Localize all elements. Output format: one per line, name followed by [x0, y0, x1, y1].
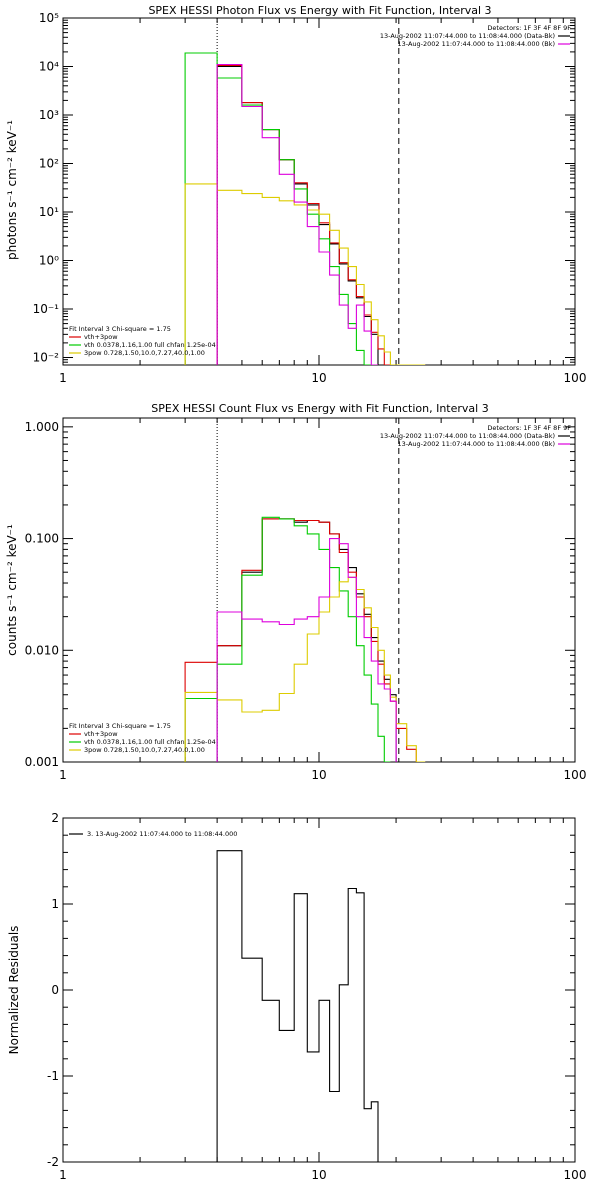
photon-flux-title: SPEX HESSI Photon Flux vs Energy with Fi… [148, 4, 491, 17]
legend-top-entry: Detectors: 1F 3F 4F 8F 9F [487, 24, 571, 32]
legend-bottom-entry: 3pow 0.728,1.50,10.0,7.27,40.0,1.00 [84, 746, 205, 754]
series-line-4 [216, 63, 378, 365]
x-tick-label: 100 [564, 371, 587, 385]
plot-frame [62, 417, 576, 763]
series-line-4 [216, 538, 397, 762]
series-line-0 [216, 65, 379, 365]
photon-flux-ylabel: photons s⁻¹ cm⁻² keV⁻¹ [5, 120, 19, 260]
legend-top-entry: 3. 13-Aug-2002 11:07:44.000 to 11:08:44.… [87, 830, 237, 838]
legend-top-entry: Detectors: 1F 3F 4F 8F 9F [487, 424, 571, 432]
residuals-plot-area: 1 10 100 -2 -1 0 1 2 3. 13-Aug-2002 11:07:44.000… [47, 811, 586, 1182]
legend-top-entry: 13-Aug-2002 11:07:44.000 to 11:08:44.000… [398, 40, 555, 48]
plot-frame [62, 17, 576, 366]
residuals-ylabel: Normalized Residuals [7, 926, 21, 1055]
count-flux-title: SPEX HESSI Count Flux vs Energy with Fit… [151, 402, 488, 415]
photon-flux-panel: SPEX HESSI Photon Flux vs Energy with Fi… [5, 4, 586, 385]
x-tick-label: 100 [564, 768, 587, 782]
y-tick-label: 10⁻² [33, 350, 60, 364]
y-tick-label: 10² [39, 156, 59, 170]
y-tick-label: 0.010 [25, 643, 59, 657]
series-line-1 [184, 518, 426, 762]
y-tick-label: 10⁻¹ [33, 302, 60, 316]
x-tick-label: 1 [59, 768, 67, 782]
count-flux-panel: SPEX HESSI Count Flux vs Energy with Fit… [5, 402, 586, 782]
series-line-2 [184, 52, 378, 365]
x-tick-label: 10 [311, 371, 326, 385]
x-tick-label: 100 [564, 1168, 587, 1182]
legend-bottom-entry: vth 0.0378,1.16,1.00 full chfan 1.25e-04 [84, 341, 216, 349]
series-line-2 [184, 516, 391, 762]
y-tick-label: 10⁰ [39, 253, 59, 267]
x-tick-label: 1 [59, 1168, 67, 1182]
series-line-0 [216, 850, 397, 1162]
legend-bottom-entry: Fit Interval 3 Chi-square = 1.75 [69, 325, 171, 333]
legend-top-entry: 13-Aug-2002 11:07:44.000 to 11:08:44.000… [398, 440, 555, 448]
legend-bottom-entry: 3pow 0.728,1.50,10.0,7.27,40.0,1.00 [84, 349, 205, 357]
legend-bottom-entry: vth+3pow [84, 333, 118, 341]
x-tick-label: 10 [311, 768, 326, 782]
legend-top-entry: 13-Aug-2002 11:07:44.000 to 11:08:44.000… [380, 32, 555, 40]
y-tick-label: 0.100 [25, 532, 59, 546]
legend-bottom-entry: vth 0.0378,1.16,1.00 full chfan 1.25e-04 [84, 738, 216, 746]
y-tick-label: 10³ [39, 108, 59, 122]
series-line-1 [216, 64, 426, 365]
legend-bottom-entry: vth+3pow [84, 730, 118, 738]
y-tick-label: -2 [47, 1155, 59, 1169]
y-tick-label: 2 [51, 811, 59, 825]
plot-frame [62, 817, 576, 1163]
y-tick-label: 10⁴ [39, 59, 59, 73]
y-tick-label: 10¹ [39, 205, 59, 219]
legend-top-entry: 13-Aug-2002 11:07:44.000 to 11:08:44.000… [380, 432, 555, 440]
y-tick-label: 1.000 [25, 420, 59, 434]
y-tick-label: 0 [51, 983, 59, 997]
series-line-0 [216, 518, 397, 762]
photon-flux-plot-area: 1 10 100 10⁻² 10⁻¹ 10⁰ 10¹ 10² 10³ 10⁴ 10⁵ Detector… [33, 11, 587, 385]
series-line-3 [184, 183, 426, 365]
y-tick-label: -1 [47, 1069, 59, 1083]
count-flux-plot-area: 1 10 100 0.001 0.010 0.100 1.000 Detectors: 1F … [25, 417, 587, 782]
y-tick-label: 10⁵ [39, 11, 59, 25]
series-group [184, 516, 426, 762]
x-tick-label: 1 [59, 371, 67, 385]
y-tick-label: 1 [51, 897, 59, 911]
legend-bottom-entry: Fit Interval 3 Chi-square = 1.75 [69, 722, 171, 730]
residuals-panel: Normalized Residuals 1 10 100 -2 -1 0 1 2 3. 13-… [7, 811, 586, 1182]
series-line-3 [184, 576, 426, 762]
series-group [216, 850, 397, 1162]
x-tick-label: 10 [311, 1168, 326, 1182]
count-flux-ylabel: counts s⁻¹ cm⁻² keV⁻¹ [5, 524, 19, 656]
y-tick-label: 0.001 [25, 755, 59, 769]
series-group [184, 52, 426, 365]
